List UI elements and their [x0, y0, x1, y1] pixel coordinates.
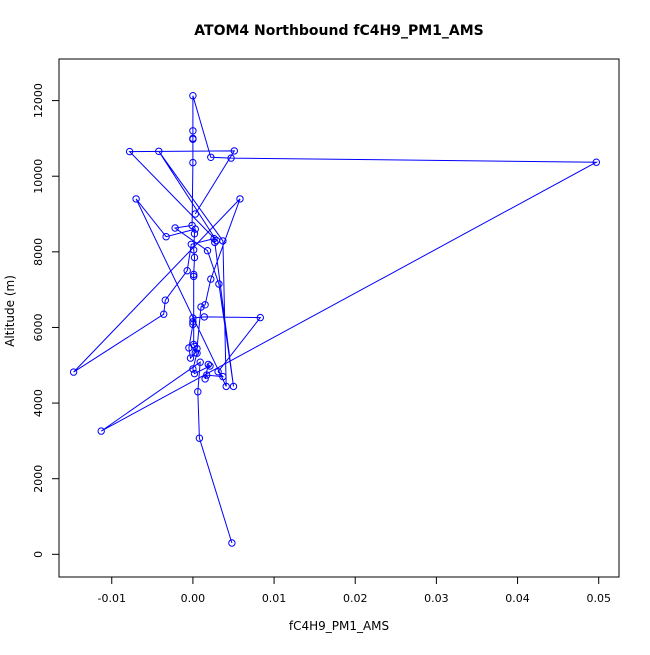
y-tick-label: 6000 — [32, 313, 45, 341]
data-point — [155, 147, 163, 156]
data-point — [69, 368, 78, 376]
x-tick-label: 0.01 — [262, 592, 287, 605]
data-point — [189, 127, 197, 135]
data-point — [190, 340, 198, 349]
x-tick-label: 0.05 — [586, 592, 611, 605]
data-point — [190, 253, 199, 262]
data-point — [161, 296, 170, 304]
data-point — [201, 375, 209, 383]
data-point — [189, 92, 197, 100]
y-tick-label: 12000 — [32, 83, 45, 118]
data-point — [189, 318, 197, 326]
data-point — [191, 225, 200, 233]
y-axis-label: Altitude (m) — [3, 275, 17, 347]
data-point — [227, 154, 235, 162]
data-point — [230, 147, 239, 155]
data-point — [201, 301, 209, 309]
data-point — [189, 158, 197, 167]
data-point — [190, 369, 199, 378]
data-point — [222, 382, 230, 391]
data-point — [195, 434, 204, 442]
data-point — [215, 280, 223, 288]
data-point — [211, 238, 219, 247]
data-point — [171, 224, 179, 232]
data-point — [197, 303, 205, 311]
y-tick-label: 2000 — [32, 465, 45, 493]
y-tick-label: 10000 — [32, 159, 45, 194]
data-point — [236, 195, 244, 203]
data-point — [160, 310, 168, 318]
data-point — [196, 358, 204, 366]
data-point — [228, 539, 236, 547]
data-point — [212, 236, 221, 245]
data-point — [189, 365, 197, 373]
series-layer — [69, 92, 600, 547]
y-axis: 0 2000 4000 6000 8000 10000 12000 — [32, 83, 60, 558]
data-point — [189, 314, 197, 322]
x-tick-label: 0.04 — [505, 592, 530, 605]
data-point — [194, 388, 202, 396]
y-tick-label: 0 — [32, 551, 45, 558]
data-point — [229, 382, 238, 391]
series-line — [73, 95, 599, 544]
data-point — [207, 153, 215, 162]
y-tick-label: 4000 — [32, 389, 45, 417]
data-point — [204, 360, 213, 369]
data-point — [97, 427, 105, 435]
data-point — [210, 234, 218, 243]
data-point — [200, 313, 209, 321]
data-point — [193, 349, 201, 357]
x-tick-label: -0.01 — [98, 592, 126, 605]
data-point — [186, 354, 195, 362]
data-point — [191, 210, 200, 218]
chart-title: ATOM4 Northbound fC4H9_PM1_AMS — [194, 23, 483, 39]
data-point — [203, 371, 211, 379]
data-point — [219, 372, 227, 381]
data-point — [207, 275, 215, 283]
data-point — [592, 158, 600, 166]
data-point — [189, 135, 197, 143]
x-axis-label: fC4H9_PM1_AMS — [289, 619, 389, 633]
y-tick-label: 8000 — [32, 238, 45, 266]
data-point — [132, 195, 140, 203]
x-tick-label: 0.00 — [181, 592, 206, 605]
data-point — [125, 147, 134, 156]
data-point — [203, 247, 212, 255]
x-axis: -0.01 0.00 0.01 0.02 0.03 0.04 0.05 — [98, 576, 611, 605]
data-point — [190, 246, 198, 254]
data-point — [190, 270, 198, 279]
x-tick-label: 0.02 — [343, 592, 368, 605]
data-point — [190, 230, 199, 238]
data-point — [183, 267, 191, 275]
data-point — [214, 368, 222, 376]
data-point — [256, 313, 264, 322]
data-point — [162, 233, 170, 241]
x-tick-label: 0.03 — [424, 592, 449, 605]
data-point — [206, 362, 214, 370]
data-point — [190, 272, 198, 281]
